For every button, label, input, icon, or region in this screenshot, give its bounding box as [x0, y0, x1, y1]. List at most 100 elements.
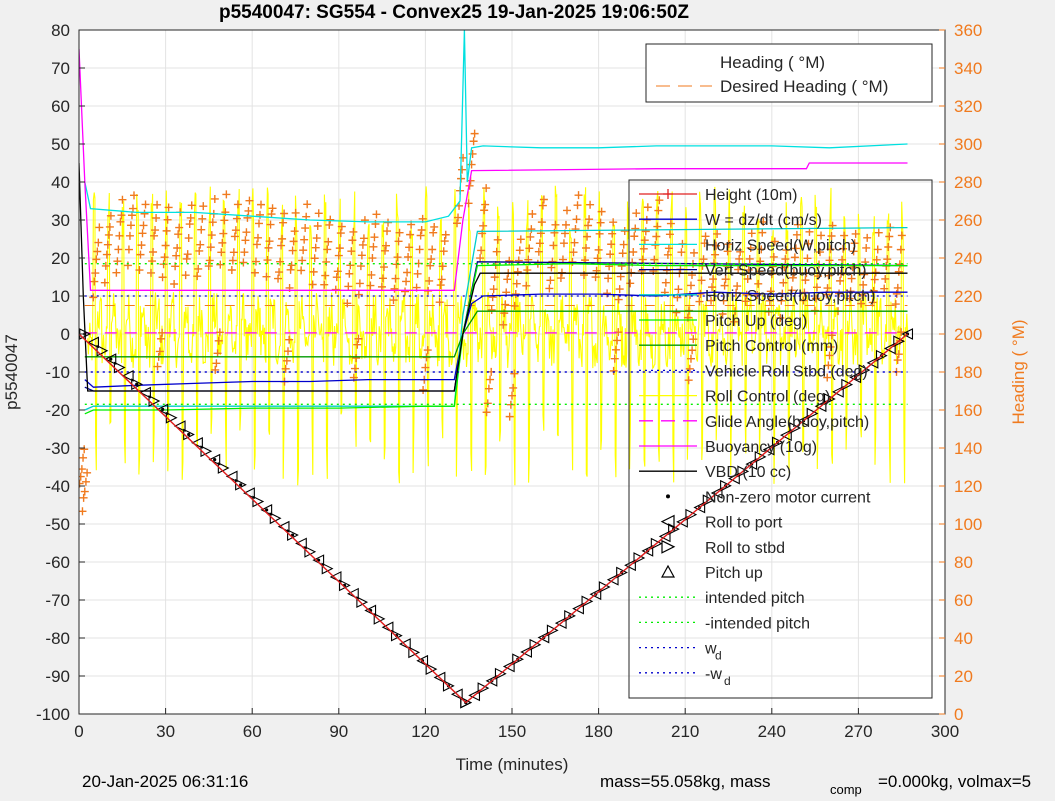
- legend-main-box: [628, 179, 933, 699]
- heading-point: [90, 277, 99, 286]
- heading-point: [631, 224, 640, 233]
- heading-point: [847, 274, 856, 283]
- height-marker: [416, 654, 429, 667]
- heading-point: [105, 222, 114, 231]
- heading-point: [585, 215, 594, 224]
- heading-point: [826, 245, 835, 254]
- heading-point: [709, 275, 718, 284]
- height-marker: [485, 675, 498, 687]
- heading-point: [470, 129, 479, 138]
- heading-point: [816, 248, 825, 257]
- heading-point: [869, 286, 878, 295]
- y2-tick-label: 200: [954, 325, 982, 344]
- heading-point: [207, 231, 216, 240]
- series-pitch-control-mm: [84, 310, 908, 358]
- heading-point: [163, 215, 172, 224]
- heading-point: [197, 225, 206, 234]
- heading-point: [439, 247, 448, 256]
- heading-point: [92, 255, 101, 264]
- y2-tick-label: 160: [954, 401, 982, 420]
- heading-point: [370, 233, 379, 242]
- heading-point: [884, 243, 893, 252]
- heading-point: [417, 225, 426, 234]
- heading-point: [384, 218, 393, 227]
- heading-point: [149, 248, 158, 257]
- heading-point: [672, 308, 681, 317]
- height-marker: [398, 638, 411, 650]
- heading-point: [311, 243, 320, 252]
- heading-point: [426, 261, 435, 270]
- heading-point: [639, 244, 648, 253]
- heading-point: [106, 211, 115, 220]
- height-marker: [780, 429, 792, 442]
- motor-current-dot: [109, 357, 113, 361]
- legend-main-marker: [660, 564, 676, 578]
- heading-point: [323, 245, 332, 254]
- heading-point: [137, 241, 146, 250]
- y-tick-label: 80: [51, 21, 70, 40]
- heading-point: [95, 223, 104, 232]
- legend-main-label: VBD (10 cc): [705, 464, 791, 481]
- heading-point: [290, 227, 299, 236]
- heading-point: [707, 296, 716, 305]
- heading-point: [441, 230, 450, 239]
- heading-point: [525, 244, 534, 253]
- heading-point: [825, 256, 834, 265]
- y2-tick-label: 240: [954, 249, 982, 268]
- heading-point: [218, 238, 227, 247]
- heading-point: [438, 262, 447, 271]
- heading-point: [743, 274, 752, 283]
- heading-point: [268, 204, 277, 213]
- x-axis-label: Time (minutes): [456, 755, 569, 774]
- x-tick-label: 90: [329, 722, 348, 741]
- heading-point: [674, 285, 683, 294]
- heading-point: [377, 282, 386, 291]
- heading-point: [779, 278, 788, 287]
- heading-point: [630, 232, 639, 241]
- height-marker: [728, 472, 740, 485]
- heading-point: [193, 272, 202, 281]
- heading-point: [862, 243, 871, 252]
- y2-tick-label: 100: [954, 515, 982, 534]
- height-marker: [762, 443, 775, 456]
- legend-main-label: intended pitch: [705, 590, 805, 607]
- heading-point: [275, 268, 284, 277]
- heading-point: [347, 247, 356, 256]
- heading-point: [770, 237, 779, 246]
- heading-point: [324, 237, 333, 246]
- x-tick-label: 60: [243, 722, 262, 741]
- heading-point: [155, 347, 164, 356]
- heading-point: [214, 336, 223, 345]
- heading-point: [215, 328, 224, 337]
- y-tick-label: -40: [45, 477, 70, 496]
- heading-point: [551, 220, 560, 229]
- heading-point: [360, 216, 369, 225]
- heading-point: [350, 364, 359, 373]
- heading-point: [611, 345, 620, 354]
- heading-point: [838, 255, 847, 264]
- heading-point: [840, 231, 849, 240]
- heading-point: [539, 195, 548, 204]
- heading-point: [741, 297, 750, 306]
- heading-point: [136, 250, 145, 259]
- heading-point: [721, 275, 730, 284]
- y2-tick-label: 80: [954, 553, 973, 572]
- height-marker: [901, 328, 914, 340]
- heading-point: [719, 296, 728, 305]
- heading-point: [799, 296, 808, 305]
- heading-point: [686, 354, 695, 363]
- heading-point: [545, 284, 554, 293]
- heading-point: [156, 334, 165, 343]
- heading-point: [897, 328, 906, 337]
- x-tick-label: 240: [758, 722, 786, 741]
- heading-point: [697, 276, 706, 285]
- heading-point: [141, 200, 150, 209]
- heading-point: [477, 246, 486, 255]
- heading-point: [767, 270, 776, 279]
- heading-point: [354, 334, 363, 343]
- x-tick-label: 30: [156, 722, 175, 741]
- heading-point: [615, 285, 624, 294]
- heading-point: [429, 228, 438, 237]
- heading-point: [626, 279, 635, 288]
- heading-point: [335, 244, 344, 253]
